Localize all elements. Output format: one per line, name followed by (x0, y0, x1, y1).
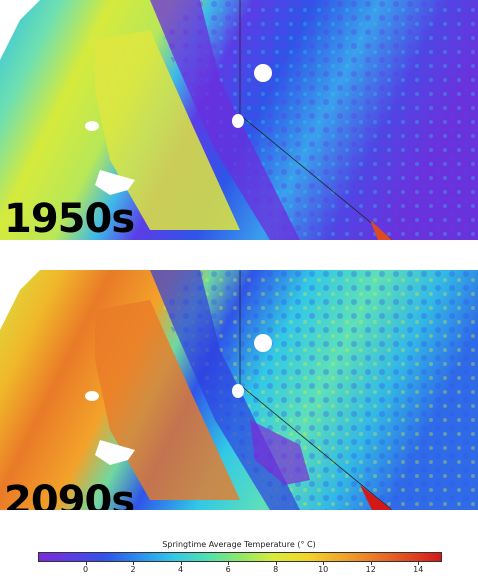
colorbar-tick (370, 562, 372, 565)
era-label-1950s: 1950s (4, 196, 135, 240)
colorbar-tick-label: 2 (130, 565, 136, 574)
colorbar-tick (275, 562, 277, 565)
colorbar-tick (323, 562, 325, 565)
era-label-2090s: 2090s (4, 478, 135, 510)
colorbar-ticks: 0 2 4 6 8 10 12 14 (38, 562, 442, 578)
colorbar-tick (418, 562, 420, 565)
colorbar-tick (85, 562, 87, 565)
colorbar-tick (228, 562, 230, 565)
map-panel-2090s: 2090s (0, 270, 478, 510)
colorbar-tick-label: 4 (178, 565, 184, 574)
colorbar-tick-label: 0 (82, 565, 89, 574)
colorbar-tick-label: 6 (225, 565, 231, 574)
colorbar-tick-label: 10 (318, 565, 329, 574)
colorbar (38, 552, 442, 562)
colorbar-tick-label: 14 (413, 565, 424, 574)
colorbar-tick-label: 12 (365, 565, 376, 574)
colorbar-tick-label: 8 (273, 565, 279, 574)
colorbar-tick (133, 562, 135, 565)
colorbar-tick (180, 562, 182, 565)
temperature-map-2090s (0, 270, 478, 510)
map-panel-1950s: 1950s (0, 0, 478, 240)
temperature-map-1950s (0, 0, 478, 240)
colorbar-title: Springtime Average Temperature (° C) (162, 540, 316, 549)
